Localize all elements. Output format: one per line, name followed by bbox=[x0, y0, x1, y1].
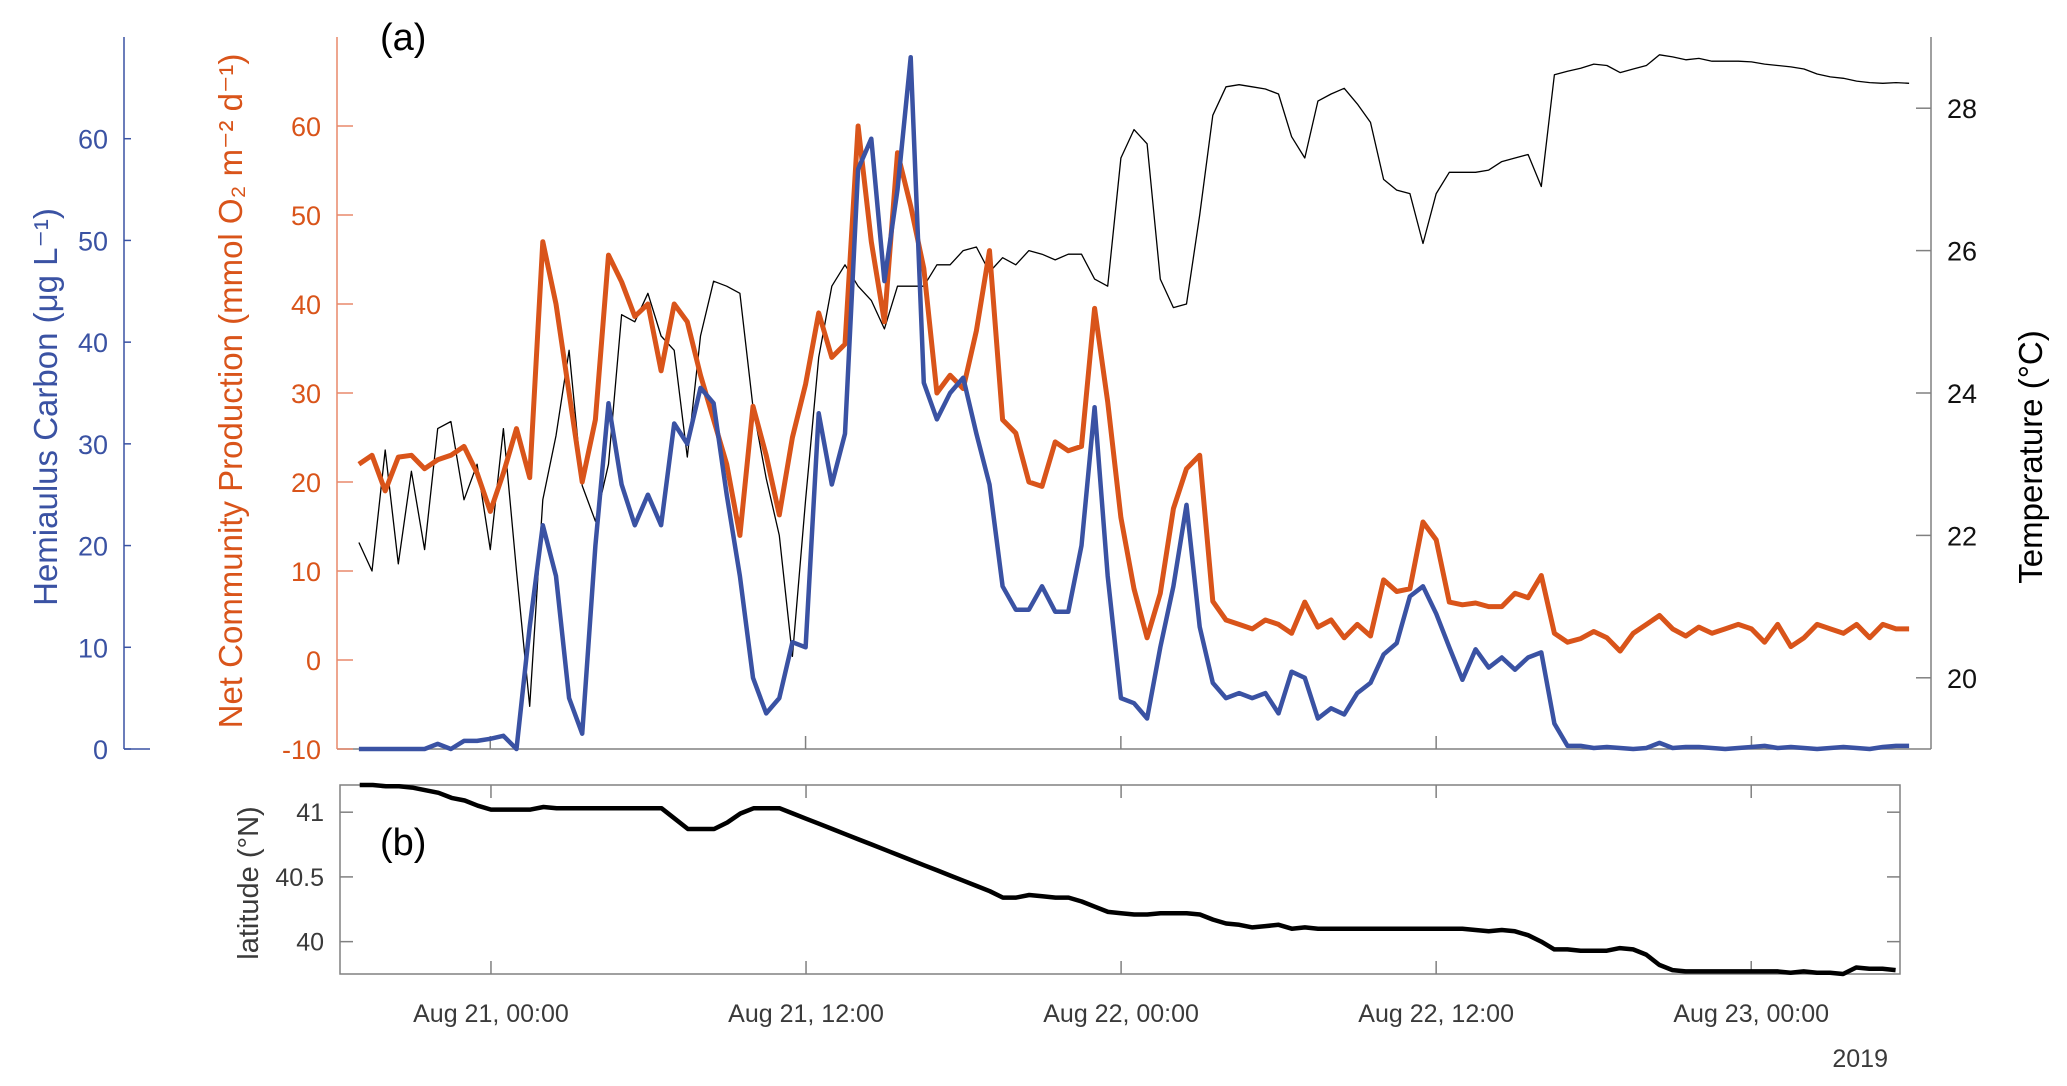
ncp-tick-label: 0 bbox=[306, 646, 321, 676]
ncp-axis-label: Net Community Production (mmol O₂ m⁻² d⁻… bbox=[212, 54, 249, 729]
latitude-tick-label: 41 bbox=[296, 799, 324, 827]
temperature-tick-label: 24 bbox=[1947, 379, 1977, 409]
hemiaulus-tick-label: 60 bbox=[78, 125, 108, 155]
ncp-tick-label: 50 bbox=[291, 201, 321, 231]
panel-b: Aug 21, 00:00 Aug 21, 12:00 Aug 22, 00:00 A… bbox=[233, 782, 1901, 1073]
ncp-tick-label: 60 bbox=[291, 112, 321, 142]
ncp-series-line bbox=[357, 123, 1910, 654]
x-tick-label: Aug 23, 00:00 bbox=[1673, 1000, 1829, 1028]
ncp-tick-label: -10 bbox=[282, 735, 321, 765]
x-tick-label: Aug 21, 00:00 bbox=[413, 1000, 569, 1028]
ncp-tick-label: 10 bbox=[291, 557, 321, 587]
x-tick-label: Aug 22, 12:00 bbox=[1358, 1000, 1514, 1028]
hemiaulus-tick-label: 30 bbox=[78, 430, 108, 460]
hemiaulus-tick-label: 10 bbox=[78, 633, 108, 663]
ncp-tick-label: 30 bbox=[291, 379, 321, 409]
latitude-axis-label: latitude (°N) bbox=[233, 806, 265, 959]
latitude-tick-label: 40 bbox=[296, 929, 324, 957]
hemiaulus-axis-label: Hemiaulus Carbon (μg L⁻¹) bbox=[27, 208, 64, 606]
latitude-series-line bbox=[359, 782, 1896, 977]
hemiaulus-tick-label: 20 bbox=[78, 532, 108, 562]
temperature-tick-label: 26 bbox=[1947, 237, 1977, 267]
temperature-axis-label: Temperature (°C) bbox=[2012, 330, 2049, 583]
ncp-tick-label: 20 bbox=[291, 468, 321, 498]
temperature-series-line bbox=[358, 54, 1910, 707]
year-label: 2019 bbox=[1832, 1045, 1888, 1073]
panel-a-label: (a) bbox=[380, 17, 426, 59]
hemiaulus-series-line bbox=[358, 55, 1910, 752]
panel-a: 20 22 24 26 28 Temperature (°C) -10 0 10 20 30 40 50… bbox=[27, 17, 2049, 765]
x-tick-label: Aug 21, 12:00 bbox=[728, 1000, 884, 1028]
temperature-tick-label: 22 bbox=[1947, 521, 1977, 551]
temperature-tick-label: 20 bbox=[1947, 664, 1977, 694]
hemiaulus-tick-label: 50 bbox=[78, 226, 108, 256]
panel-b-label: (b) bbox=[380, 822, 426, 864]
latitude-tick-label: 40.5 bbox=[275, 864, 324, 892]
x-tick-label: Aug 22, 00:00 bbox=[1043, 1000, 1199, 1028]
panel-b-frame bbox=[339, 784, 1901, 975]
hemiaulus-tick-label: 0 bbox=[93, 735, 108, 765]
temperature-tick-label: 28 bbox=[1947, 94, 1977, 124]
ncp-tick-label: 40 bbox=[291, 290, 321, 320]
hemiaulus-tick-label: 40 bbox=[78, 328, 108, 358]
